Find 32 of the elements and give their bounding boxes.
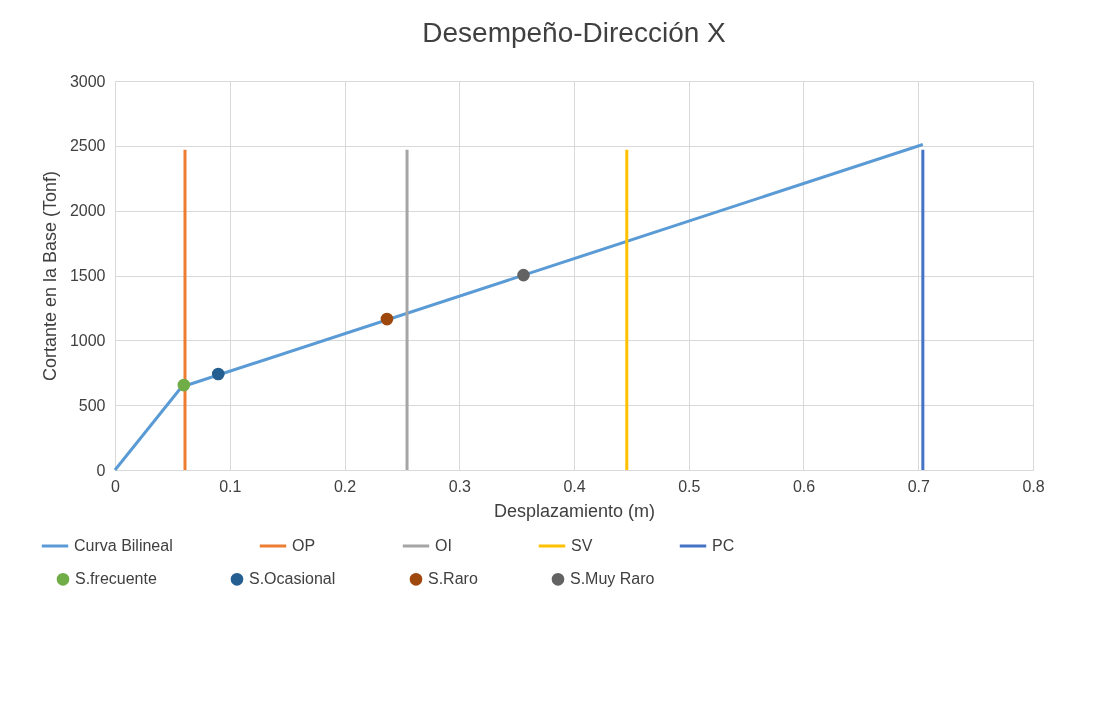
x-tick-label: 0.6: [792, 477, 816, 495]
legend-label: S.Raro: [428, 570, 478, 588]
y-tick-label: 500: [78, 396, 106, 414]
x-tick-label: 0.2: [333, 477, 357, 495]
x-tick-label: 0.8: [1022, 477, 1045, 495]
x-tick-label: 0.4: [563, 477, 586, 495]
point: [380, 312, 394, 326]
legend-label: OI: [435, 537, 452, 554]
legend-label: Curva Bilineal: [74, 537, 173, 554]
x-tick-label: 0.3: [448, 477, 471, 495]
legend-label: SV: [571, 537, 593, 554]
y-tick-label: 1000: [69, 331, 106, 349]
chart-title: Desempeño-Dirección X: [422, 17, 727, 48]
legend-label: S.frecuente: [75, 570, 157, 588]
y-tick-label: 2500: [69, 137, 106, 155]
x-tick-label: 0.5: [678, 477, 701, 495]
legend-label: S.Ocasional: [249, 570, 336, 588]
y-tick-label: 0: [96, 461, 106, 479]
y-tick-label: 2000: [69, 202, 106, 220]
point: [517, 268, 530, 282]
legend-label: S.Muy Raro: [570, 570, 655, 588]
point: [211, 367, 225, 381]
y-tick-label: 1500: [69, 267, 106, 284]
legend-label: PC: [712, 537, 735, 554]
y-tick-label: 3000: [69, 72, 106, 90]
x-tick-label: 0: [111, 477, 121, 495]
x-tick-label: 0.1: [219, 477, 242, 495]
x-axis-title: Desplazamiento (m): [493, 500, 656, 521]
y-axis-title: Cortante en la Base (Tonf): [39, 170, 60, 382]
x-tick-label: 0.7: [907, 477, 930, 495]
legend-label: OP: [292, 537, 316, 554]
point: [177, 378, 191, 392]
